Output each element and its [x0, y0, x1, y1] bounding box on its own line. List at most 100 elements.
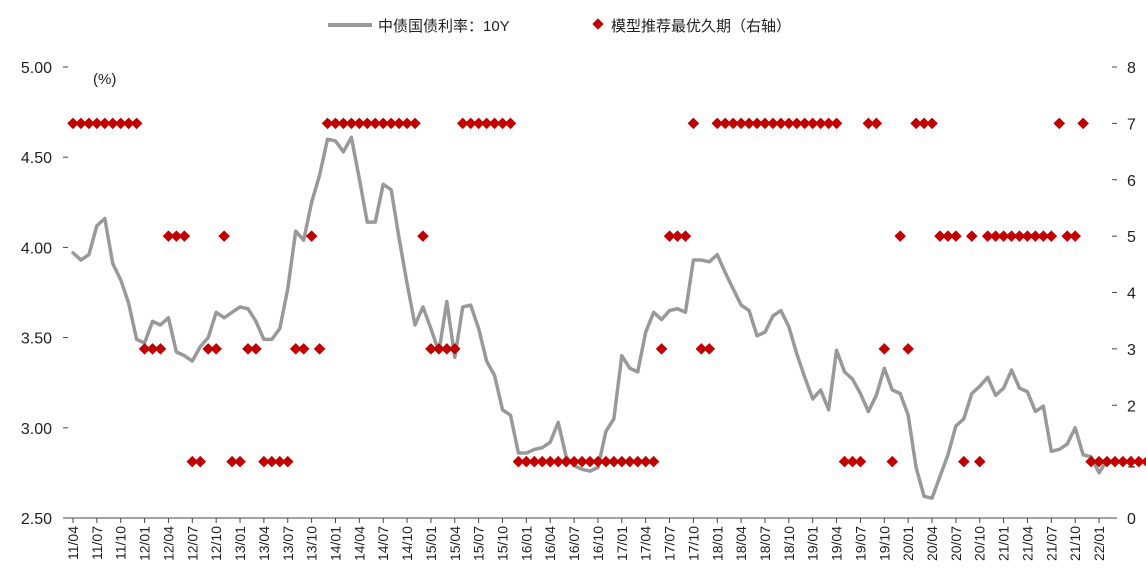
x-axis-tick-label: 12/01 [137, 526, 153, 561]
duration-point [814, 117, 827, 130]
duration-point [146, 343, 159, 355]
duration-point [806, 117, 819, 130]
duration-point [234, 455, 246, 468]
duration-point [679, 230, 692, 242]
duration-point [345, 117, 358, 130]
duration-point [973, 455, 986, 468]
duration-point [671, 230, 684, 242]
duration-point [1013, 230, 1026, 242]
duration-point [122, 117, 135, 130]
duration-point [1140, 456, 1146, 467]
legend: 中债国债利率：10Y 模型推荐最优久期（右轴） [328, 18, 791, 35]
duration-point [886, 455, 899, 468]
x-axis-tick-label: 21/07 [1043, 526, 1059, 561]
x-axis-tick-label: 11/07 [89, 526, 105, 560]
duration-point [862, 117, 875, 130]
duration-point [361, 117, 374, 130]
duration-point [186, 455, 199, 468]
x-axis-tick-label: 16/01 [518, 526, 534, 561]
x-axis-tick-label: 19/01 [805, 526, 821, 561]
x-axis-tick-label: 22/01 [1091, 526, 1107, 561]
duration-point [743, 117, 755, 130]
duration-point [75, 117, 87, 130]
duration-point [735, 117, 747, 130]
duration-point [250, 343, 262, 355]
duration-point [1005, 230, 1018, 242]
x-axis-tick-label: 11/04 [65, 526, 81, 560]
duration-point [1109, 455, 1121, 468]
duration-point [950, 230, 962, 242]
duration-point [942, 230, 954, 242]
duration-point [536, 455, 549, 468]
duration-point [631, 455, 644, 468]
duration-point [997, 230, 1010, 242]
left-axis-tick-label: 4.50 [21, 150, 52, 167]
duration-point [965, 230, 978, 242]
duration-point [1133, 455, 1145, 468]
duration-point [138, 343, 151, 355]
duration-point [496, 117, 509, 130]
duration-point [448, 343, 461, 355]
x-axis-tick-label: 15/07 [471, 526, 487, 561]
x-axis-tick-label: 18/04 [733, 526, 749, 561]
duration-point [91, 117, 103, 130]
duration-point [329, 117, 342, 130]
duration-point [870, 117, 883, 130]
duration-point [703, 343, 716, 355]
duration-point [106, 117, 119, 130]
duration-point [822, 117, 835, 130]
duration-point [1045, 230, 1058, 242]
duration-point [623, 455, 636, 468]
duration-point [934, 230, 946, 242]
right-axis-tick-label: 3 [1127, 342, 1136, 359]
duration-point [663, 230, 676, 242]
duration-point [99, 117, 111, 130]
x-axis-tick-label: 13/01 [232, 526, 248, 561]
right-axis-tick-label: 6 [1127, 173, 1136, 190]
duration-point [1061, 230, 1074, 242]
duration-point [639, 455, 652, 468]
duration-point [616, 455, 628, 468]
legend-diamond-swatch [592, 18, 604, 30]
x-axis-tick-label: 13/07 [280, 526, 296, 561]
duration-point [305, 230, 318, 242]
x-axis-tick-label: 16/07 [566, 526, 582, 561]
duration-point [83, 117, 95, 130]
duration-point [266, 455, 278, 468]
x-axis-tick-label: 14/10 [399, 526, 415, 561]
right-axis-tick-label: 7 [1127, 116, 1136, 133]
duration-point [321, 117, 334, 130]
duration-point [552, 455, 564, 468]
x-axis-tick-label: 13/10 [304, 526, 320, 561]
yield-series [71, 135, 1109, 500]
x-axis-tick-label: 15/01 [423, 526, 439, 561]
x-axis-tick-label: 13/04 [256, 526, 272, 561]
x-axis-tick-label: 17/04 [638, 526, 654, 561]
x-axis-tick-label: 18/10 [781, 526, 797, 561]
duration-point [194, 455, 207, 468]
left-axis-tick-label: 3.50 [21, 331, 52, 348]
duration-point [162, 230, 175, 242]
duration-point [289, 343, 302, 355]
duration-point [719, 117, 732, 130]
x-axis-tick-label: 14/07 [375, 526, 391, 561]
duration-point [337, 117, 350, 130]
duration-point [1077, 117, 1089, 130]
duration-point [695, 343, 708, 355]
duration-point [894, 230, 906, 242]
duration-point [520, 455, 533, 468]
duration-point [417, 230, 429, 242]
x-axis-tick-label: 16/10 [590, 526, 606, 561]
x-axis-tick-label: 20/01 [900, 526, 916, 561]
duration-point [297, 343, 310, 355]
right-axis-tick-label: 2 [1127, 398, 1136, 415]
duration-point [274, 455, 286, 468]
x-axis-tick-label: 12/10 [208, 526, 224, 561]
duration-point [385, 117, 397, 130]
x-axis-tick-label: 17/01 [614, 526, 630, 561]
duration-point [369, 117, 382, 130]
duration-point [830, 117, 843, 130]
duration-point [711, 117, 724, 130]
duration-point [353, 117, 366, 130]
duration-point [202, 343, 215, 355]
